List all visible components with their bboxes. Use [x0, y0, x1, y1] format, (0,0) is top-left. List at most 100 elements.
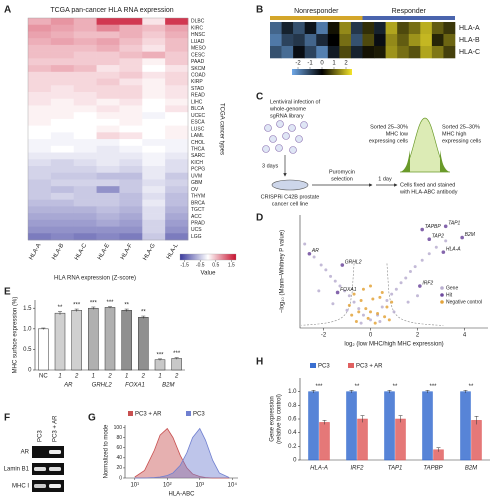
bar: [384, 391, 395, 461]
heatmap-cell: [50, 213, 75, 221]
heatmap-cell: [73, 58, 97, 66]
heatmap-cell: [50, 145, 75, 153]
heatmap-cell: [142, 71, 166, 79]
heatmap-cell: [96, 118, 120, 126]
heatmap-cell: [119, 44, 143, 52]
heatmap-cell: [165, 98, 189, 106]
heatmap-cell: [50, 58, 75, 66]
heatmap-cell: [96, 226, 120, 234]
data-point: [394, 287, 398, 291]
x-tick-label: TAPBP: [423, 466, 442, 472]
heatmap-cell: [281, 34, 294, 47]
colorbar: [179, 253, 237, 261]
heatmap-cell: [73, 65, 97, 73]
heatmap-cell: [165, 166, 189, 174]
heatmap-cell: [165, 31, 189, 39]
heatmap-cell: [408, 22, 421, 35]
x-tick-label: 2: [107, 374, 112, 380]
heatmap-cell: [28, 78, 52, 86]
heatmap-cell: [350, 22, 363, 35]
blot-label: MHC I: [12, 484, 29, 490]
x-tick-label: NC: [39, 374, 48, 380]
heatmap-cell: [142, 58, 166, 66]
data-point: [406, 300, 410, 304]
blot-row: [32, 463, 64, 475]
heatmap-cell: [362, 46, 375, 59]
heatmap-cell: [96, 71, 120, 79]
row-label: STAD: [191, 86, 204, 92]
legend-label: PC3 + AR: [356, 364, 383, 370]
significance: **: [393, 384, 398, 390]
y-tick-label: 40: [116, 455, 122, 461]
step-text: cancer cell line: [272, 201, 308, 207]
data-point: [413, 265, 417, 269]
heatmap-cell: [431, 22, 444, 35]
heatmap-cell: [119, 213, 143, 221]
heatmap-cell: [73, 145, 97, 153]
data-point: [385, 305, 389, 309]
x-tick-label: 2: [416, 333, 420, 339]
significance: ***: [90, 301, 98, 307]
heatmap-cell: [73, 152, 97, 160]
legend-swatch: [348, 363, 354, 368]
data-point: [359, 321, 363, 325]
heatmap-cell: [142, 98, 166, 106]
heatmap-cell: [73, 24, 97, 32]
heatmap-cell: [28, 118, 52, 126]
heatmap-cell: [142, 152, 166, 160]
heatmap-cell: [142, 125, 166, 133]
heatmap-cell: [316, 46, 329, 59]
heatmap-cell: [73, 179, 97, 187]
hit-point: [460, 235, 464, 240]
heatmap-cell: [119, 226, 143, 234]
heatmap-cell: [385, 34, 398, 47]
heatmap-cell: [50, 172, 75, 180]
hit-point: [441, 250, 446, 254]
heatmap-cell: [119, 206, 143, 214]
step-text: MHC low: [386, 131, 408, 137]
heatmap-cell: [73, 226, 97, 234]
blot-band: [34, 467, 46, 471]
heatmap-cell: [28, 105, 52, 113]
heatmap-cell: [270, 46, 282, 59]
legend-label: Gene: [446, 285, 458, 291]
blot-band: [34, 484, 46, 488]
significance: **: [124, 303, 129, 309]
heatmap-cell: [50, 226, 75, 234]
group-label: B2M: [162, 383, 174, 389]
y-tick-label: 0.2: [288, 444, 297, 450]
heatmap-cell: [397, 34, 410, 47]
error-bar: [41, 327, 46, 330]
axis-label: (relative to control): [277, 394, 283, 444]
error-bar: [474, 416, 479, 425]
step-text: sgRNA library: [270, 113, 304, 119]
heatmap-cell: [28, 206, 52, 214]
heatmap-cell: [119, 112, 143, 120]
heatmap-cell: [50, 18, 75, 26]
heatmap-cell: [119, 152, 143, 160]
heatmap-cell: [28, 132, 52, 140]
heatmap-cell: [119, 199, 143, 207]
heatmap-cell: [73, 92, 97, 100]
heatmap-cell: [293, 46, 305, 59]
heatmap-cell: [374, 46, 386, 59]
panel-letter: H: [256, 357, 263, 368]
blot-row: [32, 480, 64, 492]
column-label: HLA-B: [51, 243, 65, 261]
heatmap-cell: [339, 34, 352, 47]
heatmap-cell: [420, 34, 433, 47]
group-label: FOXA1: [125, 383, 145, 389]
heatmap-cell: [50, 44, 75, 52]
heatmap-cell: [73, 125, 97, 133]
group-bar: [270, 16, 363, 20]
row-label: CHOL: [191, 140, 205, 146]
data-point: [378, 320, 382, 324]
heatmap-cell: [96, 233, 120, 241]
heatmap-cell: [50, 159, 75, 167]
data-point: [390, 300, 394, 304]
x-tick-label: B2M: [465, 466, 477, 472]
hit-point: [418, 284, 422, 288]
data-point: [369, 318, 372, 322]
hit-point: [335, 290, 340, 295]
